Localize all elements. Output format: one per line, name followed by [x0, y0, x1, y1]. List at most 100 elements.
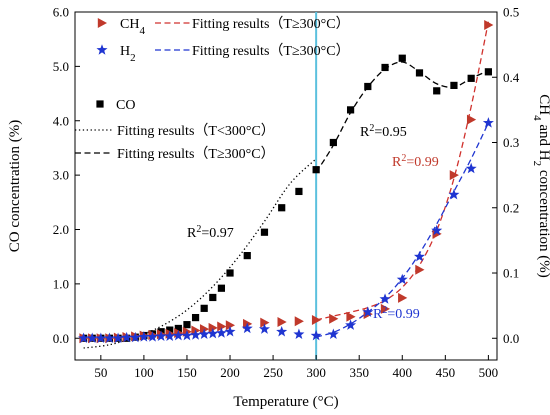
r2-annotation: R2=0.99 [373, 305, 420, 323]
series-2-point [379, 293, 391, 304]
series-1-point [380, 303, 391, 314]
y-right-tick-label: 0.5 [503, 5, 519, 20]
series-2-point [293, 328, 305, 340]
x-tick-label: 400 [393, 365, 413, 380]
series-2-point [181, 329, 193, 341]
series-2-point [95, 332, 107, 343]
legend-bg [86, 14, 256, 32]
legend-label: CH4 [120, 17, 145, 37]
legend-bg [86, 41, 256, 59]
legend-marker [96, 44, 108, 55]
series-1-point [398, 292, 408, 303]
series-2-point [121, 331, 133, 343]
x-tick-label: 50 [94, 365, 107, 380]
series-1-point [346, 311, 356, 322]
series-0-point [364, 82, 372, 91]
series-2-point [482, 117, 494, 128]
series-1-point [466, 114, 477, 125]
y-right-tick-label: 0.0 [503, 331, 519, 346]
y-right-axis-title: CH4 and H2 concentration (%) [531, 94, 550, 277]
x-axis-title: Temperature (°C) [233, 394, 338, 410]
series-2-point [190, 329, 202, 340]
series-0-point [329, 138, 337, 147]
y-right-tick-label: 0.4 [503, 70, 520, 85]
r2-annotation: R2=0.95 [360, 123, 407, 141]
series-2-point [345, 319, 357, 330]
series-1-point [484, 20, 494, 31]
y-right-tick-label: 0.1 [503, 266, 519, 281]
series-2-point [448, 188, 460, 200]
y-right-tick-label: 0.2 [503, 200, 519, 215]
series-1-point [449, 170, 459, 181]
y-left-tick-label: 6.0 [53, 5, 69, 20]
y-left-tick-label: 1.0 [53, 276, 69, 291]
y-left-tick-label: 0.0 [53, 331, 69, 346]
series-2-point [129, 331, 141, 343]
series-2-point [224, 325, 236, 337]
series-0-point [484, 68, 492, 76]
x-tick-label: 100 [134, 365, 154, 380]
y-left-tick-label: 3.0 [53, 168, 69, 183]
series-2-point [207, 327, 219, 339]
series-2-point [396, 273, 408, 285]
series-0-point [191, 313, 200, 322]
series-2-point [362, 306, 374, 317]
series-2-point [465, 162, 477, 174]
series-0-point [226, 269, 234, 277]
y-left-tick-label: 4.0 [53, 113, 69, 128]
series-0-point [312, 166, 320, 174]
plot-frame [74, 11, 498, 361]
series-0-point [243, 252, 251, 260]
series-2-point [241, 322, 253, 334]
legend-label: Fitting results（T≥300°C） [192, 43, 350, 59]
series-0-point [398, 54, 406, 62]
fit-curve-0 [83, 158, 317, 349]
series-2-point [78, 332, 90, 343]
series-2-point [198, 328, 210, 340]
series-2-point [138, 331, 150, 342]
series-2-point [413, 250, 426, 262]
series-2-point [172, 329, 184, 341]
series-0-point [433, 87, 441, 95]
series-1-point [199, 324, 210, 335]
series-0-point [200, 304, 208, 312]
x-tick-label: 200 [220, 365, 240, 380]
series-2-point [146, 331, 159, 342]
series-2-point [431, 224, 443, 236]
x-tick-label: 150 [177, 365, 197, 380]
series-2-point [103, 332, 115, 343]
x-tick-label: 250 [263, 365, 283, 380]
series-2-point [310, 329, 322, 341]
x-tick-label: 300 [306, 365, 326, 380]
series-1-point [415, 264, 425, 275]
series-2-point [327, 328, 339, 340]
series-2-point [164, 330, 176, 342]
fit-curve-1 [315, 61, 489, 173]
series-0-point [295, 187, 303, 196]
series-1-point [208, 322, 218, 333]
legend-marker [97, 18, 107, 28]
series-1-point [294, 316, 304, 327]
x-tick-label: 350 [349, 365, 369, 380]
x-tick-label: 450 [436, 365, 456, 380]
series-0-point [381, 63, 389, 72]
series-0-point [450, 81, 458, 90]
series-0-point [209, 293, 217, 302]
legend-marker [96, 100, 104, 108]
series-0-point [260, 228, 269, 236]
x-tick-label: 500 [479, 365, 499, 380]
series-0-point [346, 106, 355, 114]
series-1-point [311, 314, 322, 325]
series-2-point [215, 327, 227, 338]
series-1-point [329, 313, 339, 324]
series-0-point [217, 284, 226, 292]
series-2-point [86, 332, 98, 343]
series-2-point [155, 330, 167, 342]
series-1-point [277, 316, 287, 327]
series-2-point [276, 325, 288, 337]
legend-label: Fitting results（T<300°C） [117, 123, 275, 139]
y-left-tick-label: 2.0 [53, 222, 69, 237]
series-0-point [183, 321, 191, 329]
series-1-point [217, 321, 227, 332]
y-left-axis-title: CO concentration (%) [7, 120, 23, 252]
